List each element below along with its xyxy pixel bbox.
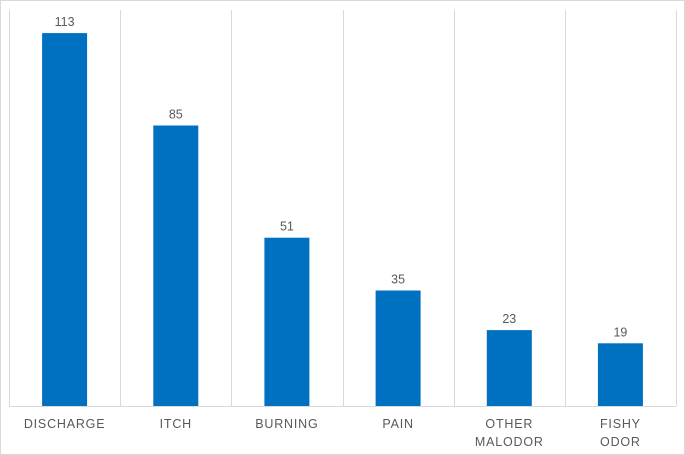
data-labels: 113 85 51 35 23 19 — [55, 15, 628, 339]
bar-itch — [153, 125, 199, 406]
x-axis-tick-labels: DISCHARGE ITCH BURNING PAIN OTHER MALODOR FISH… — [24, 417, 641, 449]
bars — [42, 33, 643, 406]
grid-lines — [9, 10, 677, 406]
bar-burning — [264, 237, 310, 406]
x-tick-label: FISHY — [600, 417, 641, 431]
bar-discharge — [42, 33, 88, 406]
bar-other-malodor — [486, 330, 532, 406]
bar-fishy-odor — [597, 343, 643, 406]
x-tick-label: ODOR — [600, 435, 641, 449]
x-tick-label: ITCH — [160, 417, 192, 431]
x-tick-label: PAIN — [382, 417, 413, 431]
data-label: 23 — [502, 312, 516, 326]
data-label: 51 — [280, 220, 294, 234]
data-label: 85 — [169, 108, 183, 122]
data-label: 35 — [391, 273, 405, 287]
data-label: 113 — [55, 15, 75, 29]
x-tick-label: DISCHARGE — [24, 417, 106, 431]
x-tick-label: OTHER — [485, 417, 533, 431]
x-tick-label: MALODOR — [475, 435, 544, 449]
data-label: 19 — [613, 325, 627, 339]
x-tick-label: BURNING — [255, 417, 318, 431]
bar-pain — [375, 290, 421, 406]
